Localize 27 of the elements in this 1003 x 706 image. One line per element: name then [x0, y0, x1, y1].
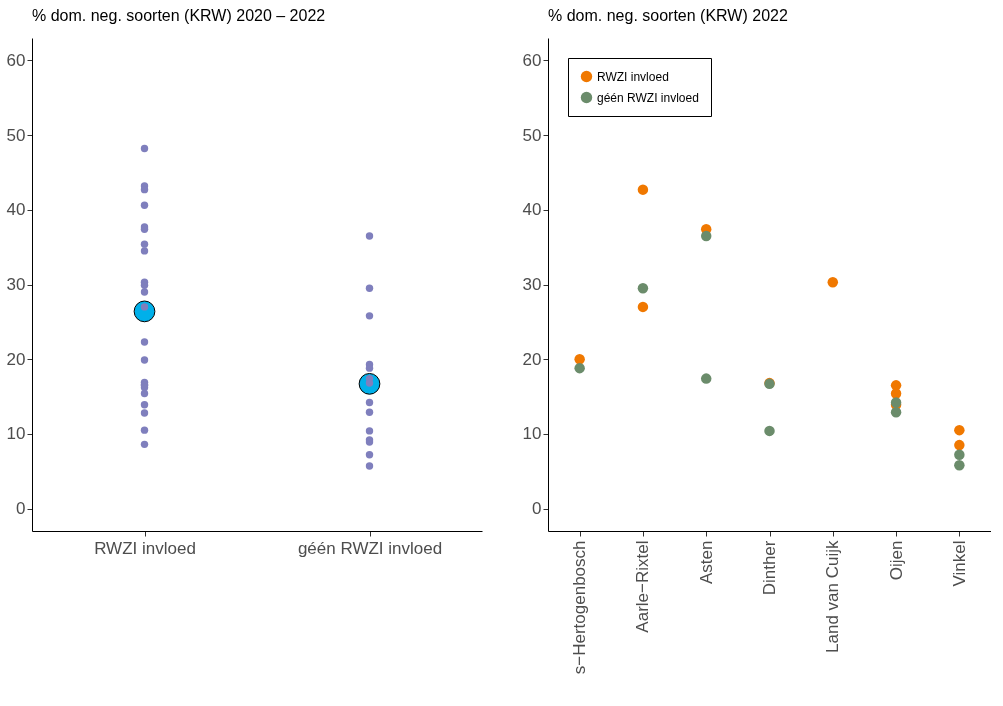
y-tick-label: 10: [6, 424, 26, 444]
y-tick-label: 50: [6, 125, 26, 145]
y-tick-label: 10: [522, 424, 542, 444]
y-tick-label: 40: [6, 200, 26, 220]
legend-label: RWZI invloed: [597, 69, 669, 84]
chart-title: % dom. neg. soorten (KRW) 2020 – 2022: [32, 7, 326, 24]
y-tick-label: 30: [6, 275, 26, 294]
y-tick-label: 30: [522, 275, 542, 294]
x-tick-label: Land van Cuijk: [823, 540, 843, 653]
y-tick-label: 0: [532, 499, 542, 519]
y-tick-label: 50: [522, 125, 542, 145]
chart-title: % dom. neg. soorten (KRW) 2022: [548, 7, 788, 24]
x-tick-label: géén RWZI invloed: [297, 538, 443, 558]
x-tick-label: Oijen: [886, 540, 906, 581]
y-tick-label: 0: [16, 499, 26, 519]
y-tick-label: 20: [6, 349, 26, 369]
y-tick-label: 40: [522, 200, 542, 220]
y-tick-label: 20: [522, 349, 542, 369]
y-tick-label: 60: [6, 50, 26, 70]
x-tick-label: Vinkel: [949, 540, 969, 587]
x-tick-label: Asten: [696, 540, 716, 584]
x-tick-label: Dinther: [760, 540, 779, 596]
y-tick-label: 60: [522, 50, 542, 70]
x-tick-label: RWZI invloed: [94, 538, 196, 558]
x-tick-label: s−Hertogenbosch: [570, 540, 590, 675]
legend-label: géén RWZI invloed: [597, 90, 699, 105]
x-tick-label: Aarle−Rixtel: [633, 540, 653, 633]
